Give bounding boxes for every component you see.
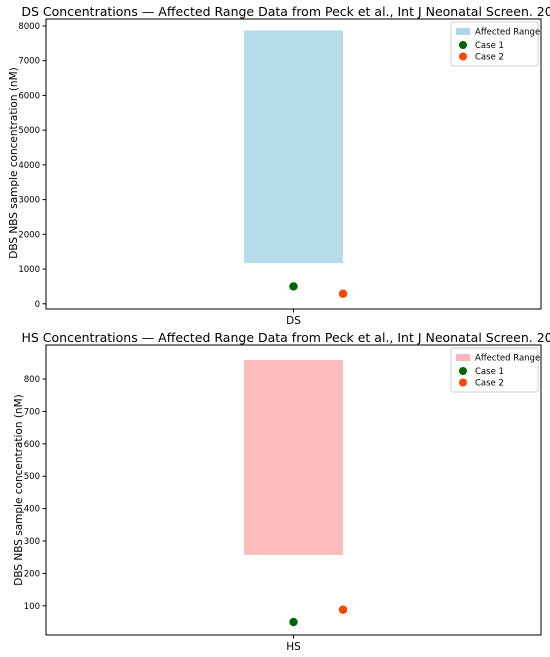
hs-y-tick-label: 200	[24, 569, 40, 579]
hs-y-axis-label: DBS NBS sample concentration (nM)	[13, 394, 25, 585]
ds-legend-label-affected-range: Affected Range	[475, 28, 540, 38]
ds-y-axis-label: DBS NBS sample concentration (nM)	[8, 67, 20, 258]
hs-chart-title: HS Concentrations — Affected Range Data …	[21, 330, 550, 345]
hs-affected-range-bar	[244, 359, 343, 555]
hs-x-tick-label: HS	[286, 641, 301, 653]
ds-affected-range-bar	[244, 30, 343, 264]
ds-point-case-2	[338, 289, 348, 298]
hs-y-tick-label: 600	[24, 440, 40, 450]
hs-point-case-1	[289, 617, 298, 627]
hs-y-tick-label: 700	[24, 407, 40, 417]
ds-y-tick-label: 8000	[18, 22, 40, 32]
ds-legend-marker-case-1	[459, 41, 467, 49]
hs-chart-panel: HS Concentrations — Affected Range Data …	[13, 330, 550, 653]
ds-plot-frame	[45, 18, 542, 310]
ds-legend-box	[450, 21, 539, 67]
ds-y-tick-label: 3000	[18, 196, 40, 206]
ds-legend-label-case-2: Case 2	[475, 53, 504, 63]
hs-y-tick-label: 400	[24, 505, 40, 515]
ds-y-tick-label: 0	[35, 300, 40, 310]
ds-x-tick-label: DS	[286, 315, 301, 327]
ds-legend: Affected Range Case 1 Case 2	[450, 21, 540, 67]
hs-y-tick-label: 500	[24, 472, 40, 482]
ds-y-tick-label: 4000	[18, 161, 40, 171]
hs-point-case-2	[338, 605, 348, 614]
hs-y-tick-label: 300	[24, 537, 40, 547]
hs-y-tick-label: 800	[24, 375, 40, 385]
ds-point-case-1	[289, 282, 298, 291]
ds-legend-label-case-1: Case 1	[475, 41, 504, 51]
hs-legend-label-affected-range: Affected Range	[475, 354, 540, 364]
ds-legend-swatch-affected-range	[456, 28, 470, 35]
ds-y-tick-label: 1000	[18, 265, 40, 275]
hs-legend-marker-case-2	[459, 378, 467, 387]
ds-y-tick-label: 2000	[18, 230, 40, 240]
hs-y-tick-label: 100	[24, 602, 40, 612]
hs-legend-label-case-1: Case 1	[475, 367, 504, 377]
hs-plot-frame	[45, 344, 542, 636]
hs-legend: Affected Range Case 1 Case 2	[450, 347, 540, 393]
ds-y-tick-label: 7000	[18, 57, 40, 67]
ds-y-tick-label: 6000	[18, 91, 40, 101]
ds-chart-title: DS Concentrations — Affected Range Data …	[21, 4, 550, 19]
ds-chart-panel: DS Concentrations — Affected Range Data …	[8, 4, 550, 327]
hs-legend-box	[450, 347, 539, 393]
hs-legend-swatch-affected-range	[456, 354, 470, 361]
ds-legend-marker-case-2	[459, 52, 467, 61]
ds-y-tick-label: 5000	[18, 126, 40, 136]
hs-legend-marker-case-1	[459, 367, 467, 375]
hs-legend-label-case-2: Case 2	[475, 379, 504, 389]
